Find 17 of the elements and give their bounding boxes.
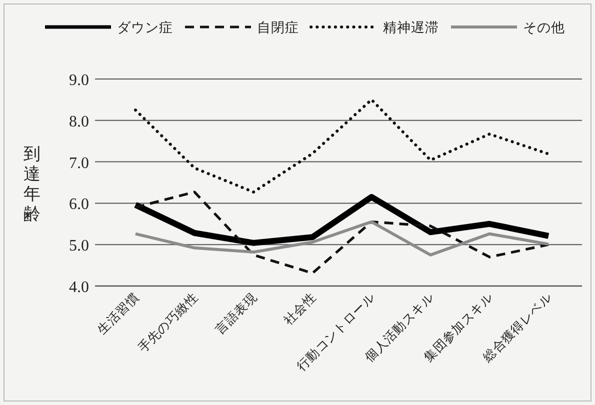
y-tick-label: 7.0 <box>69 154 89 172</box>
x-tick-label: 社会性 <box>281 290 319 328</box>
y-tick-label: 4.0 <box>69 279 89 296</box>
line-series <box>134 190 550 274</box>
x-tick-label: 生活習慣 <box>94 290 142 337</box>
y-tick-label: 8.0 <box>69 113 89 130</box>
line-series <box>134 98 550 194</box>
y-tick-label: 6.0 <box>69 196 89 214</box>
y-axis-title: 到達年齢 <box>24 144 40 224</box>
legend-label: ダウン症 <box>117 20 173 35</box>
line-series <box>134 220 550 256</box>
legend-label: 精神遅滞 <box>383 20 439 35</box>
legend-label: 自閉症 <box>257 20 299 35</box>
x-tick-label: 言語表現 <box>212 290 260 337</box>
legend-label: その他 <box>523 20 565 35</box>
y-tick-label: 5.0 <box>69 238 89 255</box>
y-tick-label: 9.0 <box>69 72 89 89</box>
